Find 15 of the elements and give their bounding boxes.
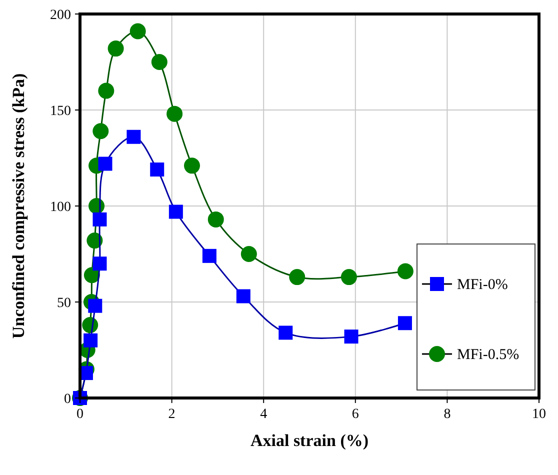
x-axis-title: Axial strain (%)	[250, 431, 369, 450]
x-tick-label: 10	[532, 407, 546, 422]
legend-label: MFi-0.5%	[457, 347, 520, 363]
y-axis-title: Unconfined compressive stress (kPa)	[9, 73, 28, 339]
y-tick-label: 200	[50, 8, 71, 23]
x-tick-label: 0	[76, 407, 84, 422]
x-tick-label: 8	[444, 407, 451, 422]
x-tick-label: 4	[260, 407, 268, 422]
y-tick-label: 100	[50, 200, 71, 215]
x-tick-label: 2	[168, 407, 176, 422]
y-tick-label: 50	[57, 296, 71, 311]
y-tick-label: 0	[64, 392, 71, 407]
legend-label: MFi-0%	[457, 277, 508, 293]
x-tick-label: 6	[352, 407, 359, 422]
y-tick-label: 150	[50, 104, 71, 119]
